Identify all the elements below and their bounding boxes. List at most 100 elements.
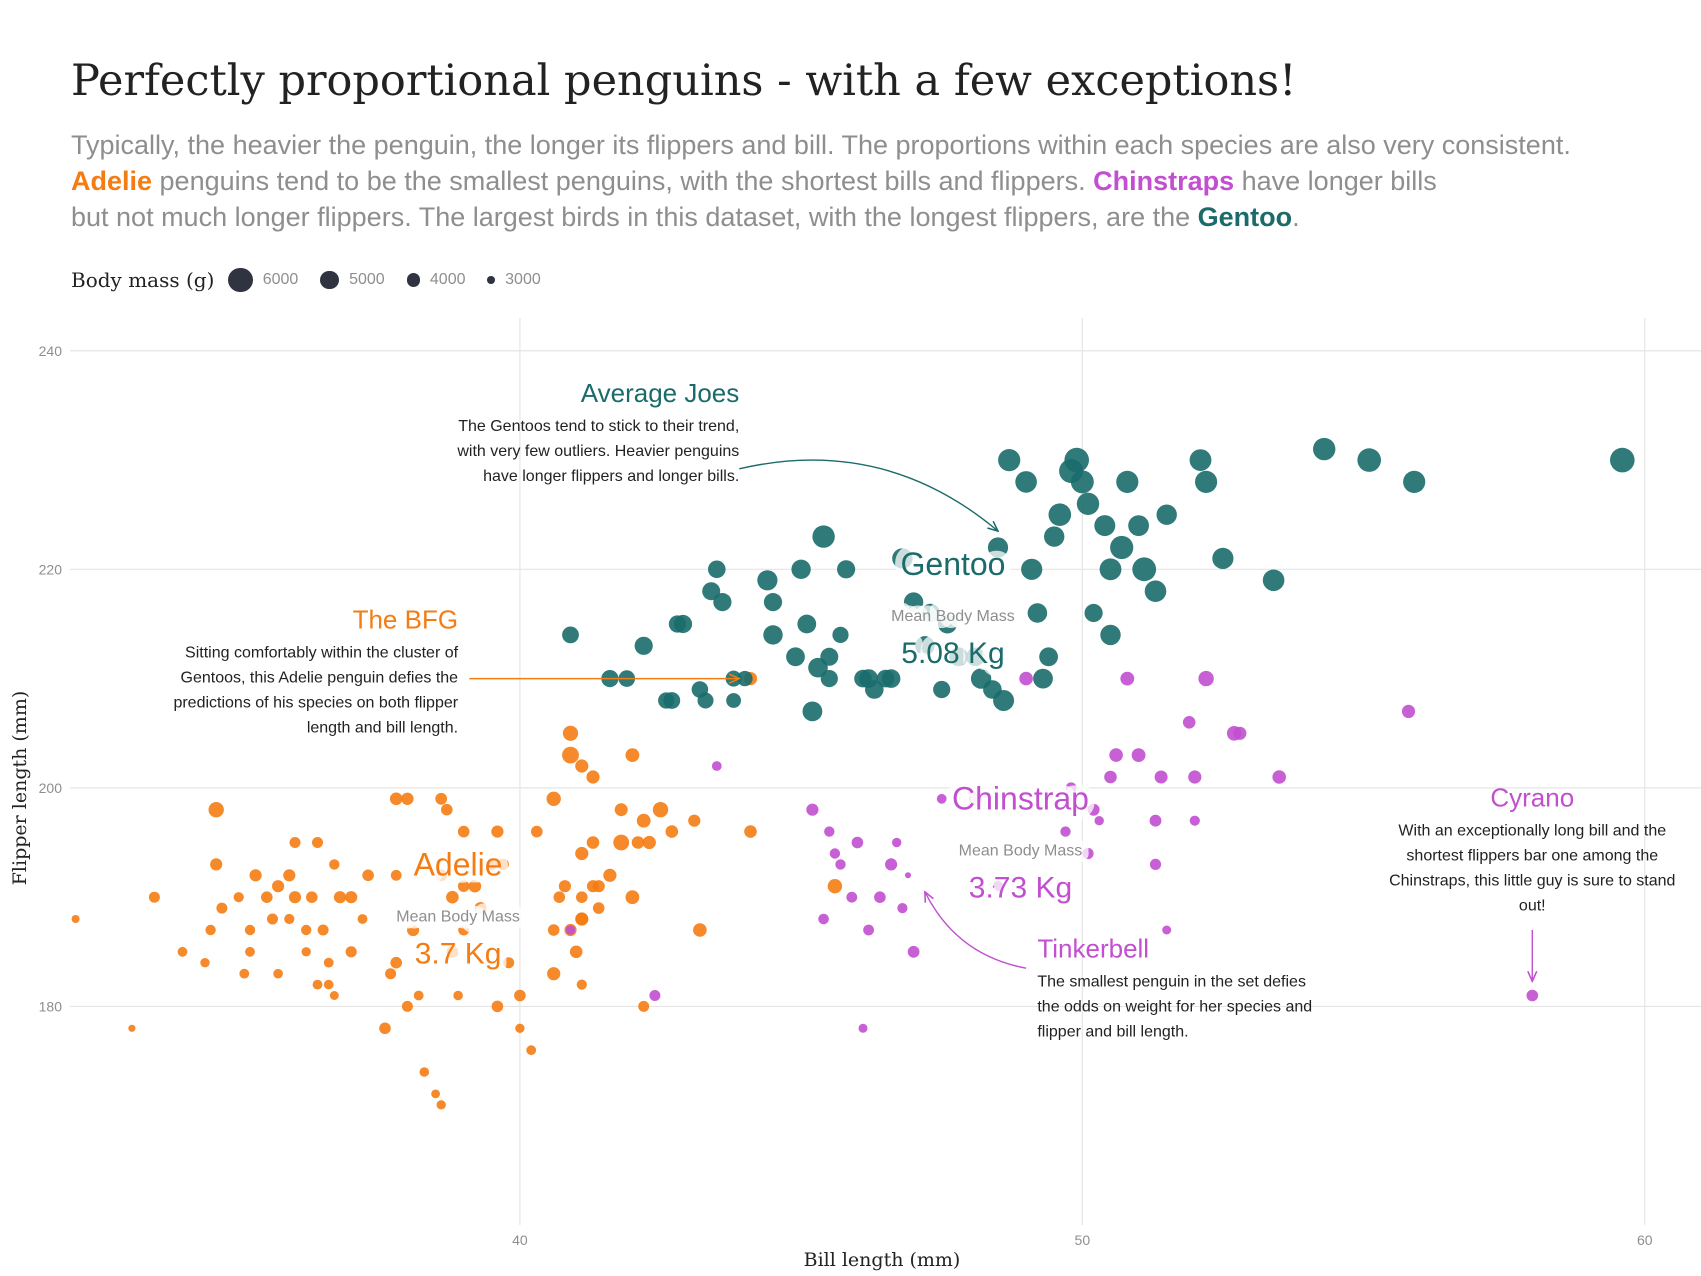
legend-item-3000: 3000 [487, 271, 541, 289]
data-point [531, 825, 543, 838]
data-point [200, 958, 210, 968]
data-point [820, 670, 838, 688]
subtitle-chinstraps: Chinstraps [1093, 166, 1235, 196]
data-point [128, 1024, 136, 1032]
data-point [697, 692, 714, 709]
legend-dot [406, 273, 420, 287]
data-point [693, 923, 707, 937]
data-point [702, 582, 721, 601]
data-point [1082, 847, 1094, 860]
data-point [148, 891, 160, 903]
data-point [603, 868, 617, 882]
data-point [1149, 814, 1162, 827]
legend-label: 4000 [429, 271, 466, 288]
data-point [401, 792, 414, 805]
data-point [329, 991, 339, 1000]
data-point [1403, 470, 1426, 493]
data-point [379, 1022, 391, 1035]
data-point [436, 1100, 446, 1110]
annotation-title: Average Joes [581, 378, 740, 408]
data-point [407, 923, 420, 937]
data-point [575, 759, 589, 773]
data-point [631, 836, 645, 849]
data-point [652, 802, 669, 818]
data-point [1131, 748, 1146, 762]
data-point [1212, 547, 1234, 570]
data-point [515, 1023, 525, 1033]
data-point [827, 879, 843, 894]
data-point [858, 1023, 868, 1033]
data-point [688, 814, 701, 827]
data-point [1094, 515, 1116, 537]
mean-label: Mean Body Mass [891, 608, 1015, 625]
data-point [486, 858, 498, 871]
data-point [673, 614, 693, 634]
data-point [547, 924, 560, 936]
data-point [592, 880, 605, 893]
data-point [663, 692, 681, 709]
data-point [385, 968, 397, 980]
data-point [547, 967, 561, 981]
data-point [576, 979, 587, 990]
data-point [713, 593, 732, 612]
data-point [1087, 803, 1100, 816]
data-point [625, 890, 640, 905]
data-point [177, 946, 188, 957]
data-point [441, 803, 453, 816]
data-point [1065, 782, 1077, 794]
data-point [575, 912, 589, 926]
data-point [791, 559, 811, 579]
data-point [562, 725, 579, 741]
subtitle-line-3: but not much longer flippers. The larges… [71, 202, 1198, 232]
data-point [514, 989, 526, 1002]
data-point [284, 913, 295, 925]
data-point [1104, 770, 1117, 784]
species-label-halo: Chinstrap [952, 781, 1089, 817]
data-point [1128, 515, 1149, 536]
mean-value: 3.7 Kg [415, 937, 502, 970]
data-point [205, 924, 216, 936]
data-point [1132, 557, 1157, 582]
species-label-halo: Gentoo [901, 546, 1006, 582]
x-tick-label: 60 [1637, 1232, 1653, 1248]
data-point [625, 748, 640, 762]
data-point [435, 792, 448, 805]
data-point [401, 1000, 413, 1012]
data-point [306, 891, 318, 903]
data-point [1076, 492, 1100, 515]
data-point [283, 869, 296, 882]
subtitle-line-2b: have longer bills [1234, 166, 1437, 196]
data-point [1313, 437, 1336, 461]
legend-label: 6000 [262, 270, 299, 288]
data-point [757, 570, 778, 591]
annotation-line: have longer flippers and longer bills. [483, 468, 739, 485]
annotation-line: shortest flippers bar one among the [1406, 847, 1658, 864]
data-point [1182, 716, 1196, 729]
y-axis-title: Flipper length (mm) [9, 691, 31, 886]
species-label: Chinstrap [952, 781, 1089, 817]
data-point [1015, 471, 1037, 493]
data-point [267, 913, 278, 925]
annotation-line: The smallest penguin in the set defies [1037, 973, 1306, 990]
legend-item-6000: 6000 [228, 267, 299, 293]
data-point [431, 1089, 440, 1099]
data-point [357, 914, 368, 924]
data-point [1144, 580, 1167, 602]
data-point [915, 636, 935, 656]
data-point [312, 979, 323, 990]
data-point [802, 701, 823, 722]
data-point [1019, 671, 1033, 686]
annotations-layer: Average Joes The Gentoos tend to stick to… [173, 378, 1675, 1040]
data-point [1154, 770, 1168, 784]
data-point [390, 869, 402, 881]
mean-label: Mean Body Mass [959, 843, 1083, 860]
data-point [1357, 448, 1381, 472]
data-point [744, 825, 757, 838]
data-point [642, 835, 656, 850]
annotation-tinkerbell: Tinkerbell The smallest penguin in the se… [925, 892, 1312, 1040]
data-point [569, 945, 583, 959]
data-point [1099, 558, 1122, 581]
